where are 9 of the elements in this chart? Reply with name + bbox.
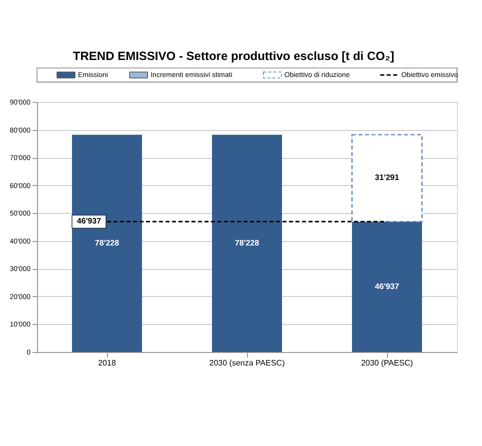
x-tick-label: 2018 xyxy=(98,358,116,368)
x-tick-label: 2030 (senza PAESC) xyxy=(209,358,286,368)
chart-title: TREND EMISSIVO - Settore produttivo escluso [t di CO₂] xyxy=(72,49,394,64)
data-label: 46'937 xyxy=(374,282,400,291)
data-label: 78'228 xyxy=(94,238,120,248)
data-label: 31'291 xyxy=(374,173,400,182)
annotation: 46'937 xyxy=(76,216,102,226)
x-tick-label: 2030 (PAESC) xyxy=(361,358,414,368)
data-label: 78'228 xyxy=(234,238,260,248)
